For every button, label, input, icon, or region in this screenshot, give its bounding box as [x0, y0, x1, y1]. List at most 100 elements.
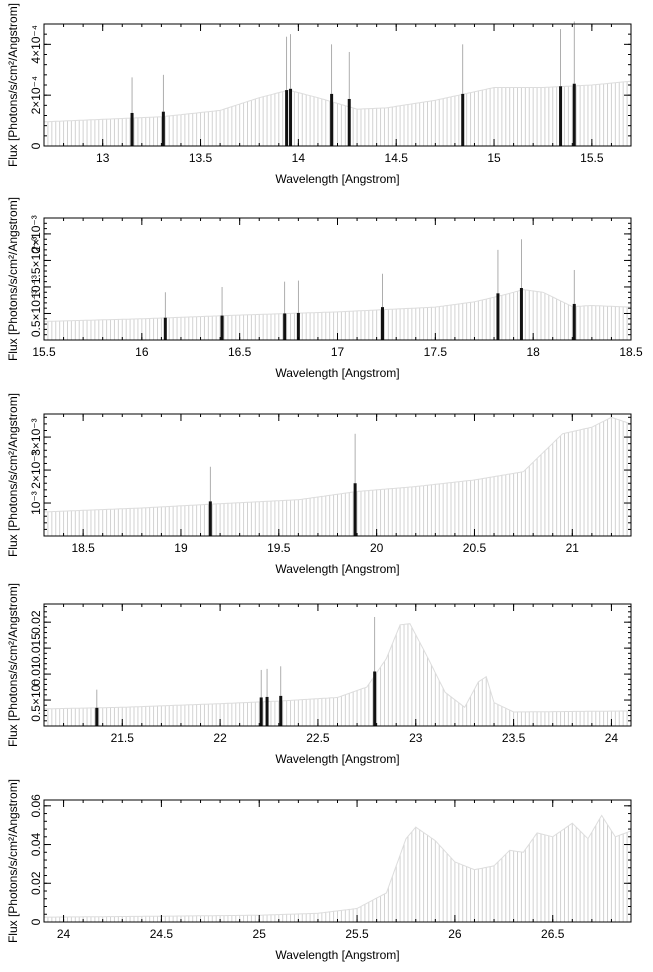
x-tick-label: 14.5 — [385, 151, 409, 165]
continuum-envelope — [43, 814, 632, 918]
chart-panel-1: 13 13.5 14 14.5 15 15.5 0 2×10⁻⁴ 4×10⁻⁴ Wavelengt… — [6, 3, 632, 186]
emission-line-bar — [572, 83, 576, 146]
x-tick-label: 25 — [253, 927, 267, 941]
chart-panel-3: 18.5 19 19.5 20 20.5 21 10⁻³ 2×10⁻³3×10⁻³ Wavele… — [6, 393, 632, 576]
continuum-envelope — [44, 416, 632, 513]
y-tick-label: 0.01 — [29, 662, 43, 686]
x-axis-title: Wavelength [Angstrom] — [275, 172, 399, 186]
y-tick-label: 0.02 — [29, 610, 43, 634]
y-tick-label: 0 — [29, 142, 43, 149]
x-tick-label: 24 — [57, 927, 71, 941]
emission-line-bar — [208, 501, 212, 536]
y-tick-label: 3×10⁻³ — [29, 418, 43, 455]
x-axis-title: Wavelength [Angstrom] — [275, 752, 399, 766]
y-axis: 10⁻³ 2×10⁻³3×10⁻³ — [29, 416, 631, 537]
x-tick-label: 15.5 — [32, 345, 56, 359]
x-axis: 24 24.5 25 25.5 26 26.5 — [43, 800, 632, 941]
chart-panel-5: 24 24.5 25 25.5 26 26.5 0 0.02 0.04 0.06 Wavelengt… — [6, 779, 632, 962]
y-tick-label: 0.5×10⁻ — [29, 678, 43, 721]
x-tick-label: 21 — [566, 541, 580, 555]
y-tick-label: 0 — [29, 918, 43, 925]
x-axis: 18.5 19 19.5 20 20.5 21 — [43, 414, 632, 555]
continuum-bars — [43, 623, 632, 726]
x-tick-label: 15 — [487, 151, 501, 165]
y-tick-label: 0.015 — [29, 633, 43, 663]
continuum-bars — [43, 289, 632, 340]
y-axis: 0 0.02 0.04 0.06 — [29, 794, 631, 925]
emission-lines — [95, 616, 377, 726]
continuum-envelope — [44, 289, 632, 322]
x-tick-label: 17.5 — [424, 345, 448, 359]
emission-line-bar — [296, 312, 300, 340]
x-tick-label: 14 — [292, 151, 306, 165]
emission-line-bar — [285, 90, 289, 146]
continuum-bars — [43, 81, 632, 146]
x-tick-label: 17 — [331, 345, 345, 359]
y-tick-label: 0.5×10⁻³ — [29, 290, 43, 337]
x-tick-label: 20.5 — [463, 541, 487, 555]
emission-line-bar — [161, 111, 165, 146]
emission-lines — [130, 21, 576, 146]
x-tick-label: 24.5 — [150, 927, 174, 941]
emission-line-bar — [130, 112, 134, 146]
x-tick-label: 21.5 — [111, 731, 135, 745]
y-tick-label: 10⁻³ — [29, 491, 43, 515]
emission-line-bar — [330, 93, 334, 146]
emission-line-bar — [220, 315, 224, 340]
x-axis: 15.5 16 16.5 17 17.5 18 18.5 — [32, 218, 643, 359]
x-tick-label: 18 — [526, 345, 540, 359]
x-axis-title: Wavelength [Angstrom] — [275, 366, 399, 380]
x-tick-label: 23.5 — [502, 731, 526, 745]
emission-line-bar — [519, 288, 523, 340]
emission-line-bar — [373, 671, 377, 726]
x-tick-label: 18.5 — [71, 541, 95, 555]
y-axis: 0.5×10⁻³10⁻³1.5×10⁻³2×10⁻³ — [29, 215, 631, 341]
x-tick-label: 13 — [96, 151, 110, 165]
emission-lines — [163, 239, 576, 340]
y-axis-title: Flux [Photons/s/cm²/Angstrom] — [6, 779, 20, 943]
x-axis-title: Wavelength [Angstrom] — [275, 562, 399, 576]
x-axis: 13 13.5 14 14.5 15 15.5 — [43, 24, 632, 165]
emission-line-bar — [559, 86, 563, 146]
y-tick-label: 2×10⁻³ — [29, 215, 43, 252]
x-tick-label: 18.5 — [619, 345, 643, 359]
y-axis: 0 2×10⁻⁴ 4×10⁻⁴ — [29, 23, 631, 149]
x-tick-label: 15.5 — [580, 151, 604, 165]
x-tick-label: 25.5 — [345, 927, 369, 941]
y-tick-label: 1.5×10⁻³ — [29, 237, 43, 284]
emission-line-bar — [163, 317, 167, 340]
x-axis: 21.5 22 22.5 23 23.5 24 — [43, 604, 632, 745]
x-tick-label: 16 — [135, 345, 149, 359]
emission-lines — [208, 433, 357, 536]
emission-line-bar — [572, 303, 576, 340]
chart-panel-2: 15.5 16 16.5 17 17.5 18 18.5 0.5×10⁻³10⁻³1.5×10… — [6, 197, 643, 380]
emission-line-bar — [381, 307, 385, 340]
x-tick-label: 23 — [409, 731, 423, 745]
x-axis-title: Wavelength [Angstrom] — [275, 948, 399, 962]
x-tick-label: 19 — [174, 541, 188, 555]
emission-line-bar — [259, 697, 263, 726]
emission-line-bar — [496, 293, 500, 340]
y-tick-label: 0.02 — [29, 871, 43, 895]
x-tick-label: 22 — [213, 731, 227, 745]
plot-frame — [43, 799, 632, 923]
emission-line-bar — [461, 93, 465, 146]
y-tick-label: 0.04 — [29, 833, 43, 857]
continuum-envelope — [43, 623, 632, 713]
emission-line-bar — [265, 696, 269, 726]
y-tick-label: 2×10⁻⁴ — [29, 76, 43, 115]
emission-line-bar — [283, 313, 287, 340]
y-axis-title: Flux [Photons/s/cm²/Angstrom] — [6, 197, 20, 361]
y-tick-label: 4×10⁻⁴ — [29, 25, 43, 64]
y-tick-label: 0.06 — [29, 794, 43, 818]
y-axis-title: Flux [Photons/s/cm²/Angstrom] — [6, 3, 20, 167]
x-tick-label: 26 — [448, 927, 462, 941]
x-tick-label: 24 — [605, 731, 619, 745]
x-tick-label: 26.5 — [541, 927, 565, 941]
emission-line-bar — [95, 707, 99, 726]
emission-line-bar — [279, 695, 283, 726]
x-tick-label: 13.5 — [189, 151, 213, 165]
